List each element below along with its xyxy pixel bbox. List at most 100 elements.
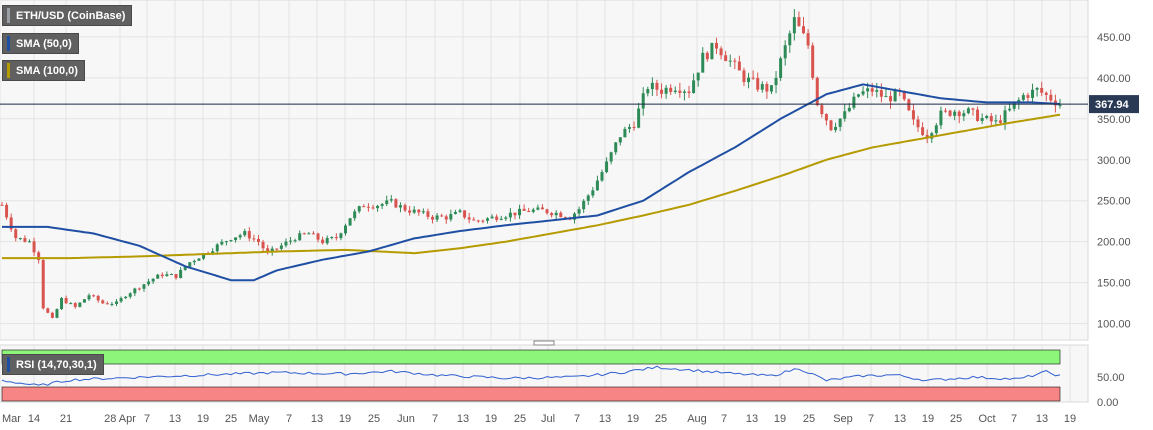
candle-body: [737, 61, 741, 71]
candle-body: [939, 110, 943, 126]
candle-body: [797, 17, 801, 27]
candle-body: [692, 80, 696, 93]
x-tick-label: 7: [574, 413, 580, 425]
candle-body: [220, 241, 224, 245]
candle-body: [293, 240, 297, 242]
candle-body: [586, 195, 590, 201]
candle-body: [618, 137, 622, 143]
x-tick-label: 7: [144, 413, 150, 425]
candle-body: [724, 55, 728, 61]
symbol-legend[interactable]: ETH/USD (CoinBase): [2, 5, 133, 26]
candle-body: [646, 89, 650, 94]
sma100-legend[interactable]: SMA (100,0): [2, 60, 85, 81]
x-tick-label: 13: [457, 413, 469, 425]
candle-body: [124, 296, 128, 299]
candle-body: [444, 216, 448, 220]
candle-body: [0, 204, 4, 206]
x-tick-label: 7: [721, 413, 727, 425]
candle-body: [829, 120, 833, 131]
candle-body: [843, 111, 847, 119]
candle-body: [128, 293, 132, 297]
candle-body: [577, 209, 581, 214]
candle-body: [728, 60, 732, 62]
candle-body: [605, 161, 609, 173]
candle-body: [256, 238, 260, 242]
candle-body: [847, 107, 851, 112]
candle-body: [289, 240, 293, 242]
candle-body: [490, 216, 494, 219]
candle-body: [92, 295, 96, 297]
candle-body: [518, 208, 522, 216]
candle-body: [183, 266, 187, 270]
candle-body: [32, 241, 36, 253]
sma50-legend[interactable]: SMA (50,0): [2, 33, 79, 54]
rsi-legend[interactable]: RSI (14,70,30,1): [2, 354, 104, 375]
sma50-label: SMA (50,0): [16, 37, 72, 50]
candle-body: [96, 295, 100, 301]
candle-body: [554, 212, 558, 216]
x-tick-label: 13: [894, 413, 906, 425]
candle-body: [435, 215, 439, 220]
candle-body: [261, 241, 265, 249]
candle-body: [252, 238, 256, 240]
candle-body: [229, 240, 233, 242]
x-tick-label: 25: [225, 413, 237, 425]
candle-body: [870, 88, 874, 92]
candle-body: [559, 212, 563, 218]
candle-body: [105, 303, 109, 305]
candle-body: [298, 233, 302, 241]
candle-body: [275, 248, 279, 250]
x-tick-label: Sep: [833, 413, 853, 425]
candle-body: [14, 229, 18, 239]
candle-body: [467, 217, 471, 220]
candle-body: [536, 207, 540, 210]
y-tick-label: 150.00: [1097, 278, 1131, 290]
candle-body: [449, 214, 453, 220]
candle-body: [495, 216, 499, 220]
candle-body: [687, 91, 691, 93]
candle-body: [137, 288, 141, 290]
x-tick-label: 25: [803, 413, 815, 425]
candle-body: [682, 91, 686, 93]
candle-body: [5, 204, 9, 218]
candle-body: [37, 252, 41, 261]
candle-body: [243, 231, 247, 236]
x-tick-label: 13: [746, 413, 758, 425]
candle-body: [751, 77, 755, 79]
x-tick-label: 21: [60, 413, 72, 425]
candle-body: [856, 94, 860, 97]
x-tick-label: Jun: [397, 413, 415, 425]
candle-body: [788, 33, 792, 46]
candle-body: [1058, 105, 1062, 107]
x-tick-label: Aug: [687, 413, 707, 425]
candle-body: [792, 17, 796, 34]
candle-body: [202, 253, 206, 259]
candle-body: [169, 274, 173, 276]
candle-body: [820, 105, 824, 115]
candle-body: [302, 233, 306, 235]
candle-body: [353, 211, 357, 219]
candle-body: [247, 231, 251, 239]
candle-body: [879, 90, 883, 97]
candle-body: [971, 108, 975, 110]
candle-body: [197, 258, 201, 261]
candle-body: [238, 235, 242, 238]
x-tick-label: 28 Apr: [104, 413, 136, 425]
candle-body: [330, 237, 334, 239]
candle-body: [834, 126, 838, 131]
candle-body: [660, 89, 664, 94]
candle-body: [866, 88, 870, 92]
candle-body: [916, 119, 920, 128]
candle-body: [9, 217, 13, 230]
x-tick-label: Mar: [2, 413, 21, 425]
candle-body: [376, 205, 380, 209]
candle-body: [811, 45, 815, 78]
candle-body: [573, 213, 577, 220]
x-tick-label: Oct: [978, 413, 995, 425]
candle-body: [160, 274, 164, 277]
y-tick-label: 400.00: [1097, 73, 1131, 85]
candle-body: [472, 219, 476, 221]
candle-body: [861, 91, 865, 95]
candle-body: [998, 120, 1002, 123]
x-tick-label: 14: [28, 413, 40, 425]
